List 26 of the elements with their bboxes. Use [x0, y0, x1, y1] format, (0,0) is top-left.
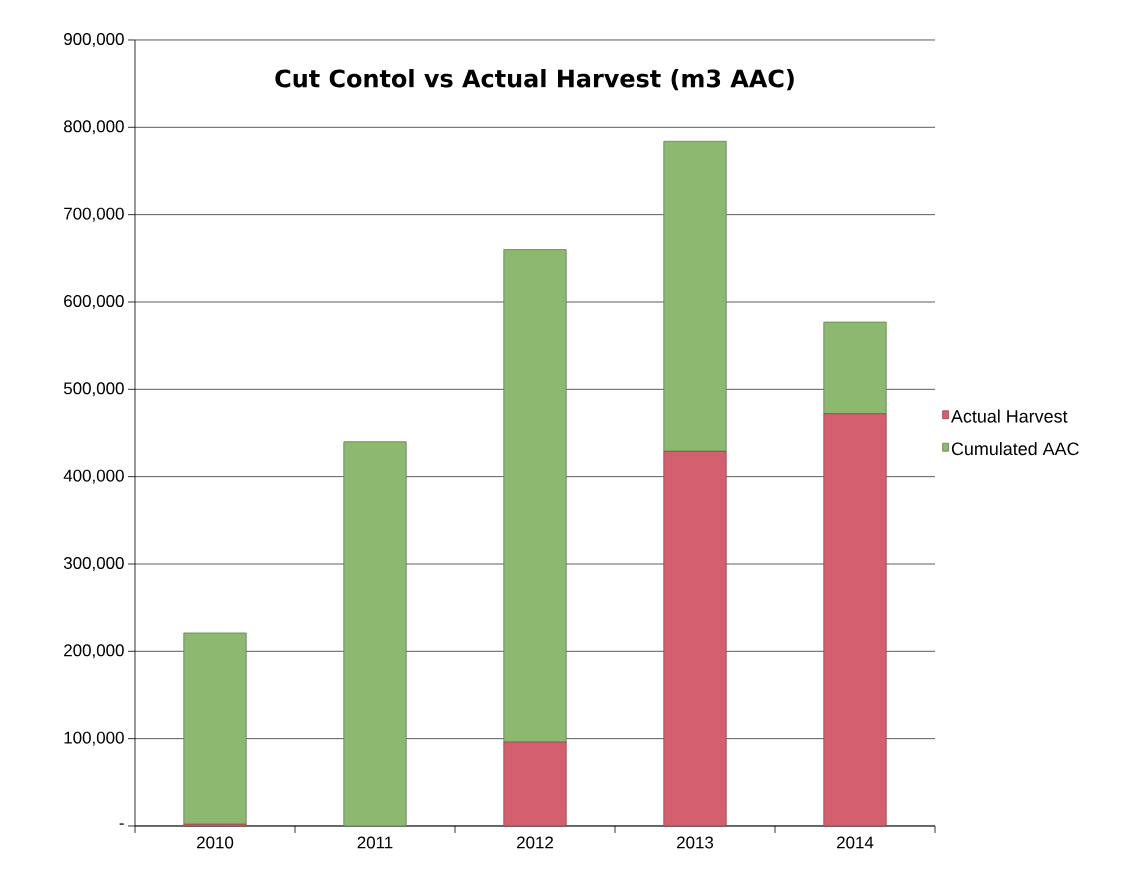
bar — [183, 632, 247, 825]
x-tick-label: 2010 — [197, 836, 234, 849]
y-tick-label: 500,000 — [63, 382, 124, 397]
y-tick-label: - — [119, 823, 124, 825]
legend-label: Cumulated AAC — [951, 441, 1079, 456]
bar — [503, 741, 567, 827]
legend-label: Actual Harvest — [951, 409, 1068, 423]
y-tick-label: 600,000 — [64, 294, 124, 309]
bar — [343, 441, 407, 827]
y-tick-label: 400,000 — [63, 469, 124, 484]
y-tick-label: 100,000 — [64, 731, 124, 746]
bar — [823, 321, 887, 415]
x-tick-label: 2014 — [837, 836, 874, 849]
y-tick-label: 700,000 — [64, 207, 124, 222]
x-tick-label: 2012 — [517, 836, 553, 849]
x-tick-label: 2011 — [357, 836, 393, 849]
bar — [503, 249, 567, 743]
bar — [663, 450, 727, 827]
bar — [823, 413, 887, 827]
bar — [663, 140, 727, 452]
y-tick-label: 800,000 — [64, 120, 124, 135]
y-tick-label: 200,000 — [64, 644, 124, 659]
text: Cut Contol vs Actual Harvest (m3 AAC) — [275, 68, 794, 91]
y-tick-label: 300,000 — [63, 556, 124, 571]
x-tick-label: 2013 — [677, 836, 714, 849]
y-tick-label: 900,000 — [64, 32, 124, 47]
